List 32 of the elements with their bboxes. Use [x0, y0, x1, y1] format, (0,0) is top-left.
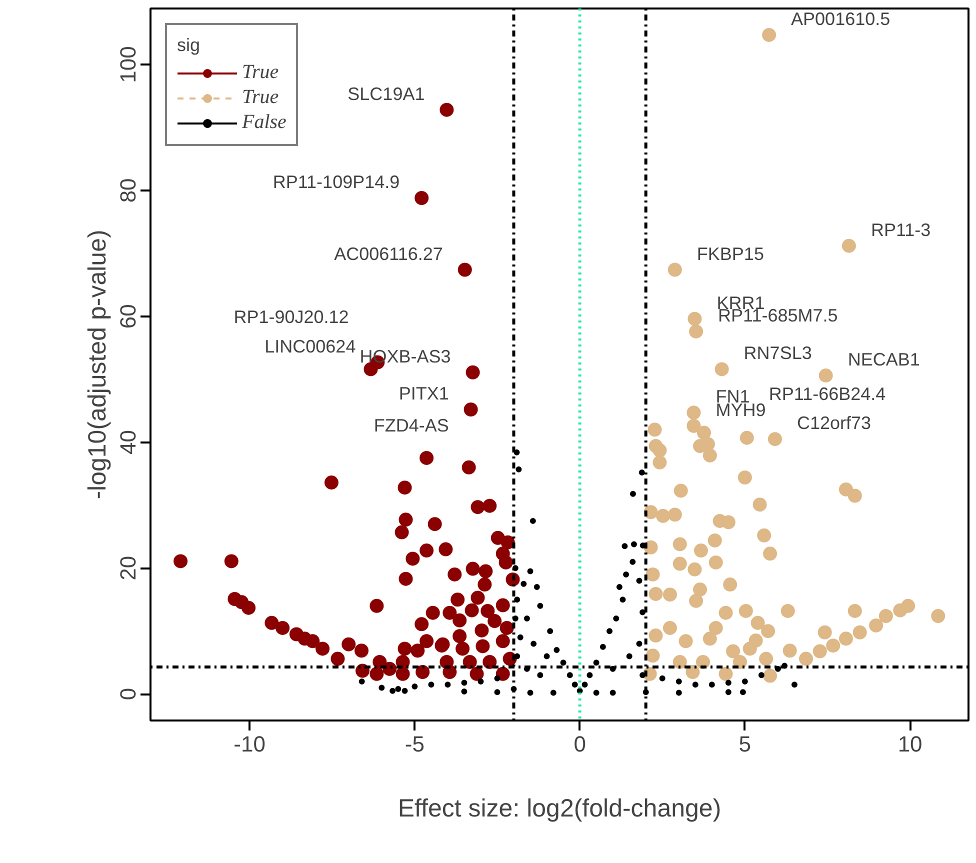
legend-title: sig — [177, 35, 202, 56]
annotation: NECAB1 — [848, 350, 920, 370]
y-tick-label: 20 — [116, 556, 140, 580]
x-axis-title: Effect size: log2(fold-change) — [398, 794, 722, 822]
annotation: AP001610.5 — [791, 8, 890, 29]
y-axis-title: -log10(adjusted p-value) — [84, 230, 112, 500]
y-tick-label: 40 — [116, 430, 140, 454]
legend-label: False — [242, 111, 286, 134]
legend-label: True — [242, 61, 279, 84]
annotation: FZD4-AS — [374, 416, 449, 436]
legend-label: True — [242, 86, 279, 109]
annotation: LINC00624 — [264, 336, 356, 356]
annotation: RP11-3 — [870, 220, 931, 240]
x-tick-label: 0 — [574, 732, 586, 756]
x-tick-label: -5 — [404, 732, 424, 756]
annotation: RP11-66B24.4 — [768, 384, 886, 404]
annotation: RP1-90J20.12 — [234, 307, 349, 328]
annotation: RN7SL3 — [744, 343, 812, 364]
annotation: C12orf73 — [796, 413, 872, 434]
annotation: AC006116.27 — [334, 244, 443, 264]
annotation: SLC19A1 — [348, 84, 425, 104]
y-tick-label: 0 — [116, 688, 140, 700]
annotation: RP11-109P14.9 — [272, 172, 400, 192]
x-tick-label: 10 — [898, 732, 922, 756]
annotation: PITX1 — [398, 384, 449, 404]
annotation: HOXB-AS3 — [360, 346, 451, 366]
x-tick-label: -10 — [234, 732, 266, 756]
x-tick-label: 5 — [738, 732, 752, 756]
y-tick-label: 80 — [116, 178, 140, 203]
annotation: FKBP15 — [696, 244, 764, 264]
y-tick-label: 100 — [116, 46, 140, 83]
y-tick-label: 60 — [116, 304, 140, 329]
